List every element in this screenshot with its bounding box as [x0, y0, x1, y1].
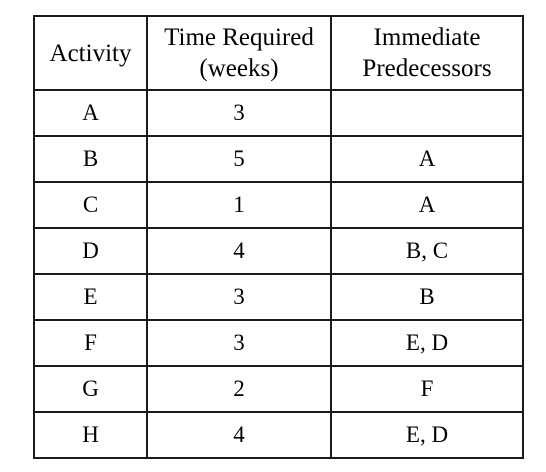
activity-cell: F: [33, 319, 148, 367]
header-pred-line2: Predecessors: [362, 55, 492, 82]
time-cell: 4: [146, 227, 332, 275]
time-cell: 2: [146, 365, 332, 413]
time-cell: 5: [146, 135, 332, 183]
header-immediate-predecessors: Immediate Predecessors: [330, 15, 524, 91]
predecessors-cell: A: [330, 181, 524, 229]
predecessors-cell: E, D: [330, 411, 524, 459]
header-time-required: Time Required (weeks): [146, 15, 332, 91]
table-row: B 5 A: [33, 135, 524, 183]
table-row: C 1 A: [33, 181, 524, 229]
table-row: D 4 B, C: [33, 227, 524, 275]
table-row: A 3: [33, 89, 524, 137]
table-row: E 3 B: [33, 273, 524, 321]
predecessors-cell: A: [330, 135, 524, 183]
header-pred-line1: Immediate: [373, 24, 481, 51]
time-cell: 3: [146, 273, 332, 321]
table-row: H 4 E, D: [33, 411, 524, 459]
activity-cell: H: [33, 411, 148, 459]
activity-table: Activity Time Required (weeks) Immediate…: [33, 15, 524, 459]
activity-cell: A: [33, 89, 148, 137]
time-cell: 1: [146, 181, 332, 229]
header-row: Activity Time Required (weeks) Immediate…: [33, 15, 524, 91]
header-activity-label: Activity: [49, 39, 132, 67]
activity-cell: E: [33, 273, 148, 321]
activity-cell: D: [33, 227, 148, 275]
time-cell: 3: [146, 319, 332, 367]
predecessors-cell: B, C: [330, 227, 524, 275]
time-cell: 3: [146, 89, 332, 137]
header-time-line2: (weeks): [199, 55, 279, 82]
activity-cell: G: [33, 365, 148, 413]
table-row: F 3 E, D: [33, 319, 524, 367]
predecessors-cell: B: [330, 273, 524, 321]
activity-cell: B: [33, 135, 148, 183]
time-cell: 4: [146, 411, 332, 459]
activity-cell: C: [33, 181, 148, 229]
header-time-line1: Time Required: [164, 24, 314, 51]
predecessors-cell: E, D: [330, 319, 524, 367]
predecessors-cell: [330, 89, 524, 137]
header-activity: Activity: [33, 15, 148, 91]
table-row: G 2 F: [33, 365, 524, 413]
predecessors-cell: F: [330, 365, 524, 413]
